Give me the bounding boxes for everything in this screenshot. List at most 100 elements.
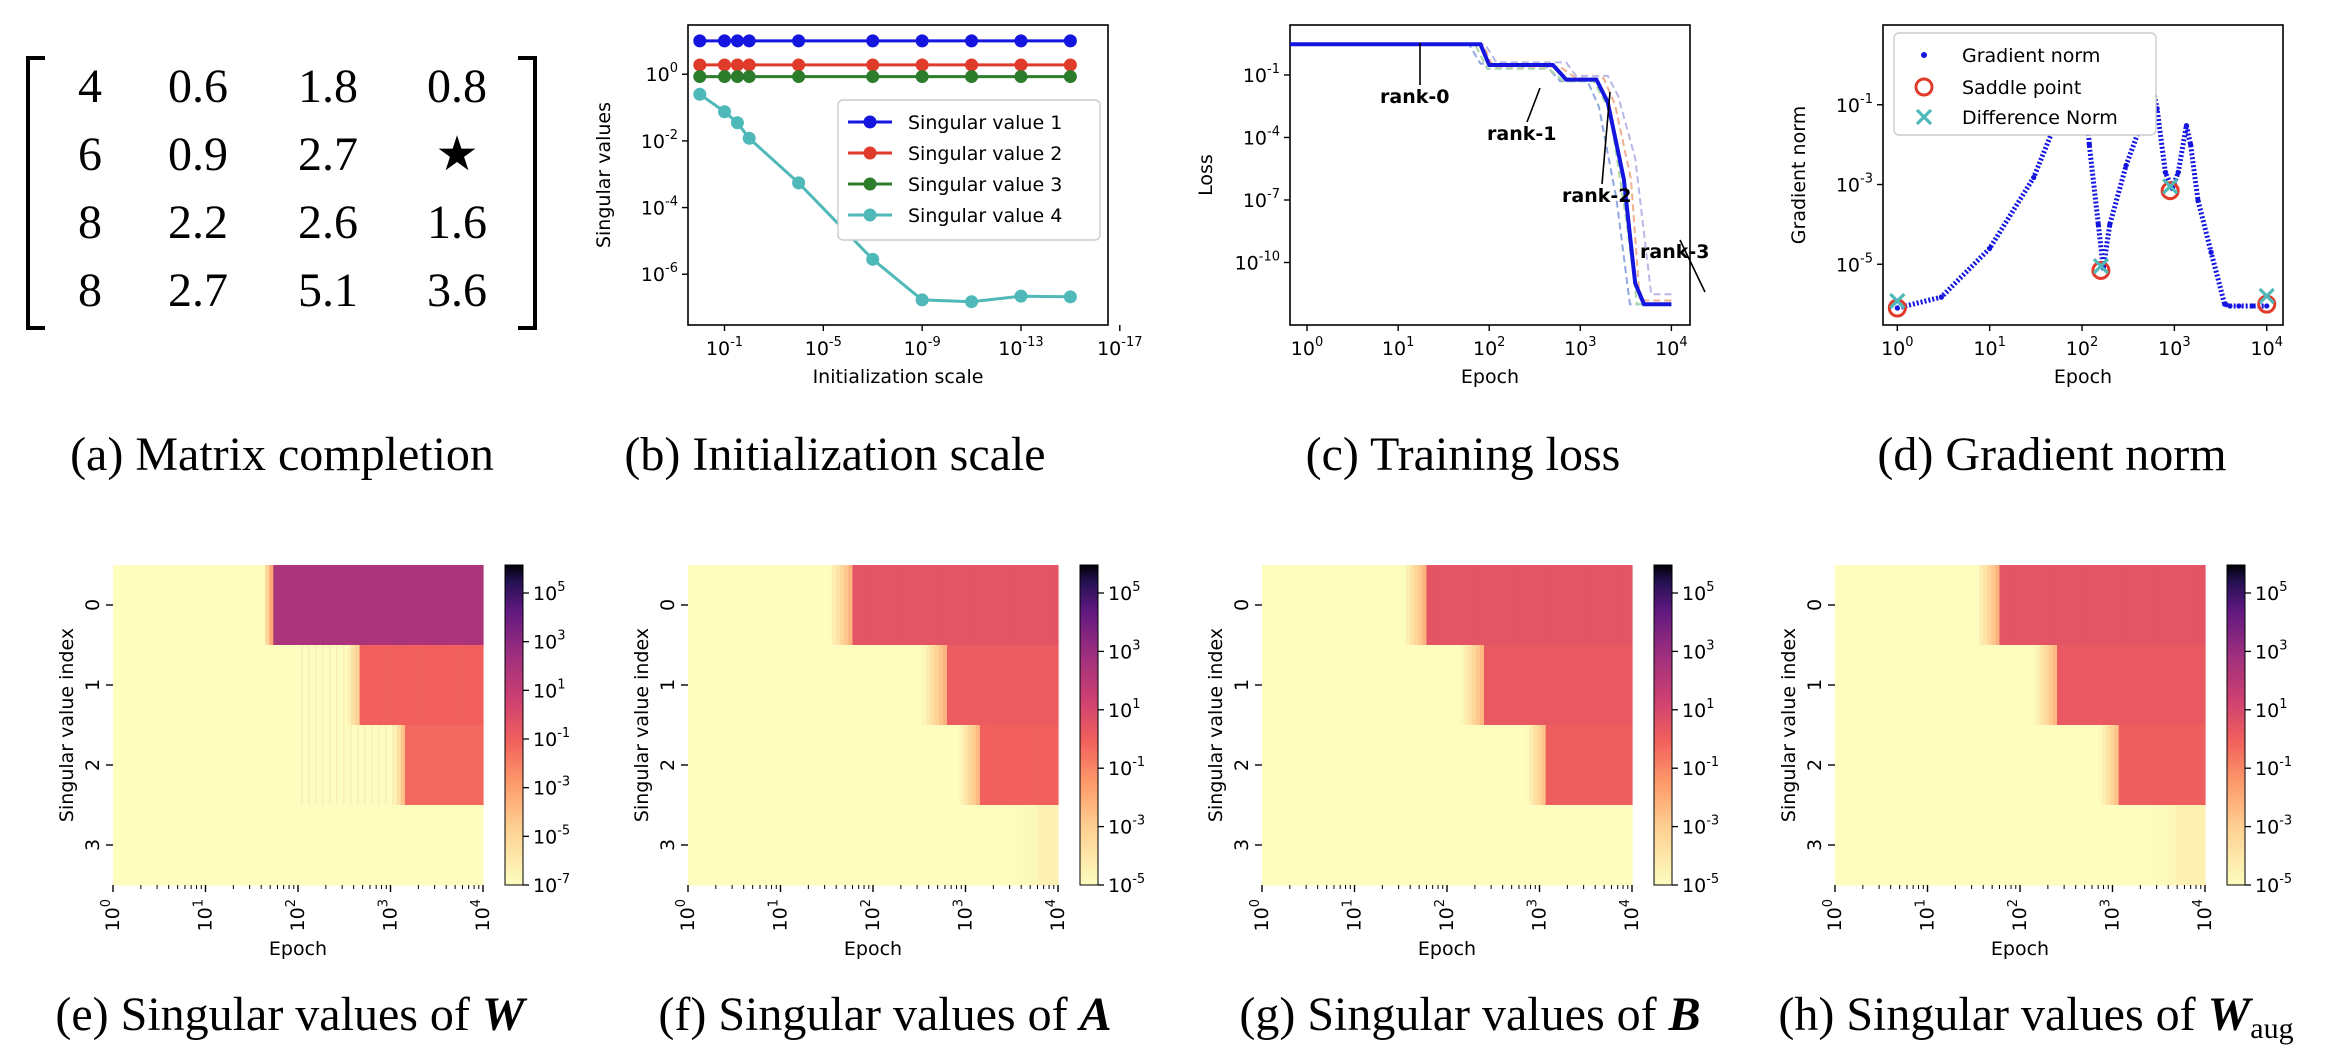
heatmap-cell — [1619, 725, 1625, 806]
heatmap-cell — [807, 645, 812, 726]
heatmap-cell — [700, 805, 706, 886]
heatmap-cell — [823, 725, 829, 806]
heatmap-cell — [1516, 645, 1522, 726]
heatmap-cell — [359, 725, 365, 806]
heatmap-cell — [696, 805, 701, 886]
x-tick-label: 101 — [1341, 899, 1366, 931]
heatmap-cell — [934, 565, 940, 646]
heatmap-cell — [1348, 565, 1354, 646]
heatmap-cell — [1344, 725, 1349, 806]
heatmap-cell — [2110, 805, 2116, 886]
colorbar-tick-label: 103 — [2255, 638, 2287, 663]
heatmap-cell — [2200, 645, 2206, 726]
heatmap-cell — [959, 645, 965, 726]
heatmap-cell — [2163, 565, 2169, 646]
heatmap-cell — [819, 565, 825, 646]
heatmap-cell — [1966, 725, 1972, 806]
data-point — [792, 58, 806, 72]
heatmap-cell — [2077, 805, 2083, 886]
heatmap-cell — [1049, 805, 1055, 886]
heatmap-cell — [2098, 565, 2103, 646]
heatmap-row — [113, 645, 484, 726]
x-tick-label: 102 — [1473, 335, 1505, 360]
heatmap-cell — [700, 725, 706, 806]
heatmap-cell — [2106, 645, 2112, 726]
heatmap-cell — [877, 725, 882, 806]
x-tick-label: 102 — [284, 899, 309, 931]
heatmap-cell — [207, 805, 213, 886]
heatmap-cell — [881, 805, 886, 886]
heatmap-cell — [1021, 725, 1026, 806]
x-tick-label: 104 — [2191, 899, 2216, 931]
heatmap-cell — [1434, 645, 1440, 726]
heatmap-cell — [2126, 725, 2132, 806]
heatmap-cell — [1582, 645, 1588, 726]
matrix-cell: 0.8 — [427, 60, 487, 113]
heatmap-cell — [1467, 565, 1473, 646]
heatmap-cell — [1623, 565, 1629, 646]
y-tick-label: 100 — [646, 61, 678, 86]
heatmap-cell — [1377, 565, 1382, 646]
heatmap-cell — [1537, 725, 1543, 806]
heatmap-cell — [1855, 725, 1861, 806]
heatmap-cell — [930, 805, 936, 886]
heatmap-cell — [1327, 645, 1333, 726]
x-tick-label: 101 — [1914, 899, 1939, 931]
heatmap-cell — [799, 725, 804, 806]
colorbar-tick-label: 101 — [533, 677, 565, 702]
heatmap-cell — [1946, 805, 1951, 886]
heatmap-cell — [1053, 645, 1059, 726]
heatmap-cell — [1401, 725, 1407, 806]
heatmap-cell — [877, 645, 882, 726]
heatmap-cell — [1896, 805, 1902, 886]
heatmap-cell — [823, 645, 829, 726]
heatmap-cell — [844, 565, 849, 646]
heatmap-cell — [298, 805, 303, 886]
heatmap-cell — [2024, 645, 2029, 726]
heatmap-cell — [934, 645, 940, 726]
heatmap-cell — [840, 725, 845, 806]
heatmap-cell — [1946, 725, 1951, 806]
heatmap-cell — [1983, 805, 1988, 886]
heatmap-cell — [762, 805, 767, 886]
heatmap-cell — [1336, 645, 1341, 726]
heatmap-cell — [1311, 565, 1317, 646]
caption-h: (h) Singular values of Waug — [1778, 988, 2293, 1045]
x-tick-label: 100 — [99, 899, 124, 931]
heatmap-cell — [388, 565, 394, 646]
heatmap-cell — [339, 725, 344, 806]
heatmap-cell — [996, 645, 1002, 726]
legend-label: Singular value 3 — [908, 174, 1062, 196]
heatmap-cell — [1414, 805, 1419, 886]
heatmap-cell — [704, 725, 710, 806]
heatmap-cell — [2102, 805, 2107, 886]
heatmap-row — [1835, 725, 2206, 806]
heatmap-cell — [1521, 565, 1526, 646]
heatmap-cell — [1041, 645, 1047, 726]
heatmap-cell — [1578, 565, 1584, 646]
heatmap-cell — [2081, 805, 2087, 886]
heatmap-cell — [844, 725, 849, 806]
heatmap-cell — [753, 645, 759, 726]
heatmap-cell — [2114, 725, 2120, 806]
heatmap-cell — [2159, 725, 2165, 806]
heatmap-cell — [1562, 805, 1567, 886]
heatmap-cell — [757, 725, 763, 806]
heatmap-cell — [2044, 805, 2050, 886]
heatmap-cell — [1983, 725, 1988, 806]
heatmap-cell — [310, 805, 316, 886]
heatmap-cell — [885, 805, 891, 886]
heatmap-cell — [860, 645, 866, 726]
heatmap-cell — [191, 725, 196, 806]
heatmap-cell — [794, 645, 800, 726]
heatmap-cell — [1925, 725, 1931, 806]
heatmap-cell — [2089, 725, 2095, 806]
x-tick-label: 104 — [1618, 899, 1643, 931]
heatmap-cell — [2180, 805, 2186, 886]
heatmap-cell — [1319, 805, 1325, 886]
heatmap-cell — [794, 805, 800, 886]
x-tick-label: 102 — [859, 899, 884, 931]
heatmap-cell — [1892, 725, 1898, 806]
heatmap-cell — [790, 805, 796, 886]
heatmap-cell — [934, 725, 940, 806]
